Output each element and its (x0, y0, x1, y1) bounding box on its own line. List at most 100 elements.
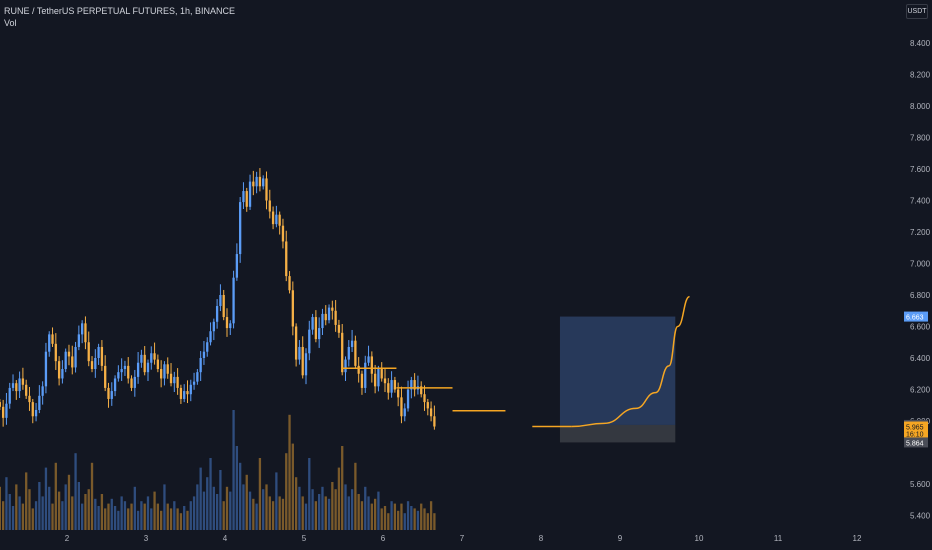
volume-bar (28, 489, 31, 530)
volume-bar (327, 498, 331, 530)
candle-body (84, 323, 87, 343)
candle-body (38, 395, 41, 410)
volume-bar (262, 489, 265, 530)
volume-bar (390, 501, 393, 530)
volume-bar (350, 489, 354, 530)
drawings[interactable] (341, 295, 690, 443)
candle-body (242, 191, 245, 203)
candle-body (367, 356, 370, 363)
candle-body (429, 408, 433, 417)
volume-bar (373, 498, 377, 530)
candle-body (94, 358, 97, 370)
candle-body (275, 214, 278, 225)
volume-bar (80, 503, 84, 530)
candlesticks (0, 168, 436, 430)
candle-body (245, 191, 248, 207)
time-tick-label: 5 (302, 534, 307, 543)
volume-bar (420, 503, 423, 530)
candle-body (123, 365, 127, 370)
candle-body (403, 408, 406, 417)
candle-body (146, 362, 150, 373)
candle-body (150, 353, 153, 363)
volume-bar (252, 498, 255, 530)
candle-body (413, 380, 416, 390)
stop-loss-zone (559, 424, 676, 443)
volume-bar (433, 513, 436, 530)
candle-body (173, 376, 176, 384)
candle-body (383, 378, 387, 384)
volume-bar (44, 467, 48, 530)
candle-body (54, 343, 57, 362)
time-tick-label: 8 (539, 534, 544, 543)
volume-bar (173, 501, 176, 530)
candle-body (212, 321, 215, 332)
candle-body (423, 394, 426, 403)
candle-body (258, 176, 262, 187)
volume-bar (127, 508, 130, 530)
candle-body (433, 416, 436, 427)
candle-body (304, 353, 308, 376)
candle-body (160, 369, 163, 379)
price-axis[interactable]: 8.400 8.200 8.000 7.800 7.600 7.400 7.200 7.000… (910, 39, 931, 521)
volume-bar (225, 486, 229, 530)
volume-bar (258, 458, 262, 530)
volume-bar (212, 486, 215, 530)
volume-bar (120, 496, 123, 530)
candle-body (143, 354, 146, 373)
candle-body (364, 362, 367, 388)
time-axis[interactable]: 2 3 4 5 6 7 8 9 10 11 12 (65, 534, 862, 543)
volume-bar (84, 494, 87, 530)
volume-bar (192, 496, 196, 530)
candle-body (268, 200, 271, 212)
candle-body (229, 323, 232, 329)
volume-bar (64, 484, 67, 530)
volume-bar (324, 496, 327, 530)
candle-body (390, 380, 393, 393)
candle-body (41, 386, 44, 396)
candle-body (25, 384, 28, 396)
volume-bar (281, 498, 285, 530)
candle-body (192, 381, 196, 385)
volume-bar (341, 446, 344, 530)
volume-bar (255, 503, 258, 530)
candle-body (8, 387, 11, 404)
volume-bar (18, 496, 21, 530)
volume-bar (232, 410, 235, 530)
volume-bar (248, 491, 252, 530)
volume-bar (400, 503, 403, 530)
candle-body (321, 313, 324, 329)
volume-bar (34, 501, 38, 530)
volume-bar (288, 414, 291, 530)
candle-body (18, 378, 21, 392)
volume-bar (370, 503, 373, 530)
candle-body (104, 365, 107, 388)
price-tick-label: 6.600 (910, 323, 931, 332)
price-tick-label: 7.400 (910, 197, 931, 206)
volume-bar (364, 486, 367, 530)
candle-body (255, 176, 258, 187)
candle-body (206, 342, 209, 352)
candle-body (373, 373, 377, 387)
candle-body (222, 295, 225, 318)
currency-button[interactable]: USDT (906, 4, 928, 19)
candle-body (288, 276, 291, 291)
volume-bar (163, 484, 166, 530)
volume-bar (199, 467, 202, 530)
current-price-text: 5.965 (906, 425, 924, 432)
candle-body (341, 332, 344, 373)
candle-body (209, 331, 212, 343)
volume-bar (285, 453, 288, 530)
volume-bar (133, 486, 136, 530)
volume-bar (153, 491, 156, 530)
volume-bar (413, 508, 416, 530)
candle-body (294, 326, 298, 360)
candle-body (239, 202, 242, 255)
chart-legend: RUNE / TetherUS PERPETUAL FUTURES, 1h, B… (4, 5, 235, 29)
candle-body (176, 376, 179, 388)
price-tick-label: 8.000 (910, 102, 931, 111)
volume-bar (51, 503, 54, 530)
time-tick-label: 10 (695, 534, 704, 543)
volume-bar (278, 496, 281, 530)
candle-body (51, 334, 54, 344)
